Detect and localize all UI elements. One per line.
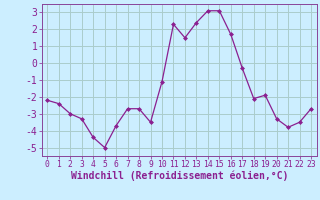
- X-axis label: Windchill (Refroidissement éolien,°C): Windchill (Refroidissement éolien,°C): [70, 171, 288, 181]
